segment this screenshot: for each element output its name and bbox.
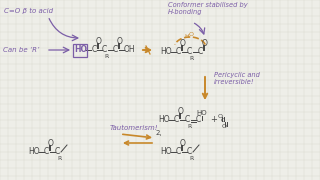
- Text: C: C: [55, 147, 60, 156]
- Text: Can be ‘R’: Can be ‘R’: [3, 47, 39, 53]
- Text: O: O: [48, 138, 54, 147]
- Text: Pericyclic and
irreversible!: Pericyclic and irreversible!: [214, 71, 260, 84]
- Text: C: C: [176, 48, 181, 57]
- Text: O: O: [202, 39, 208, 48]
- Text: R: R: [104, 55, 108, 60]
- Text: HO: HO: [75, 46, 87, 55]
- Text: O: O: [180, 138, 186, 147]
- Text: C: C: [187, 147, 192, 156]
- Text: O: O: [218, 114, 223, 118]
- Text: Tautomerism!: Tautomerism!: [110, 125, 158, 131]
- Text: C: C: [185, 116, 190, 125]
- Text: C: C: [92, 46, 97, 55]
- Text: C: C: [198, 48, 203, 57]
- Text: C: C: [196, 116, 201, 125]
- Text: O: O: [222, 123, 227, 129]
- Text: O: O: [178, 107, 184, 116]
- Text: R: R: [57, 156, 61, 161]
- Text: HO: HO: [28, 147, 40, 156]
- Text: C: C: [102, 46, 107, 55]
- Text: C=O β to acid: C=O β to acid: [4, 8, 53, 14]
- Text: C: C: [44, 147, 49, 156]
- Text: C: C: [176, 147, 181, 156]
- Text: C: C: [221, 118, 225, 123]
- Text: H: H: [184, 33, 189, 39]
- Text: R: R: [187, 125, 191, 129]
- Text: HO: HO: [160, 48, 172, 57]
- Text: +: +: [210, 116, 217, 125]
- Text: O: O: [117, 37, 123, 46]
- Text: O: O: [189, 31, 194, 37]
- Text: OH: OH: [124, 46, 136, 55]
- Text: Conformer stabilised by
H-bonding: Conformer stabilised by H-bonding: [168, 1, 248, 15]
- Text: R: R: [189, 57, 193, 62]
- Text: 2,: 2,: [156, 130, 163, 136]
- Text: C: C: [187, 48, 192, 57]
- Text: HO: HO: [158, 116, 170, 125]
- Text: C: C: [174, 116, 179, 125]
- Text: O: O: [180, 39, 186, 48]
- Text: O: O: [96, 37, 102, 46]
- Text: R: R: [189, 156, 193, 161]
- Text: HO: HO: [196, 110, 207, 116]
- Text: HO: HO: [160, 147, 172, 156]
- Text: C: C: [113, 46, 118, 55]
